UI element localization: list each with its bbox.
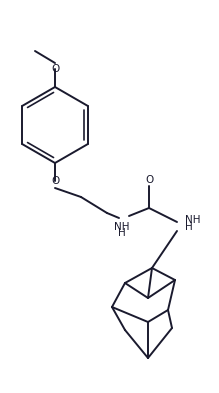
Text: O: O (145, 175, 153, 185)
Text: H: H (185, 222, 193, 232)
Text: O: O (51, 176, 59, 187)
Text: O: O (51, 64, 59, 73)
Text: H: H (118, 228, 126, 238)
Text: NH: NH (185, 215, 201, 225)
Text: NH: NH (114, 222, 130, 232)
